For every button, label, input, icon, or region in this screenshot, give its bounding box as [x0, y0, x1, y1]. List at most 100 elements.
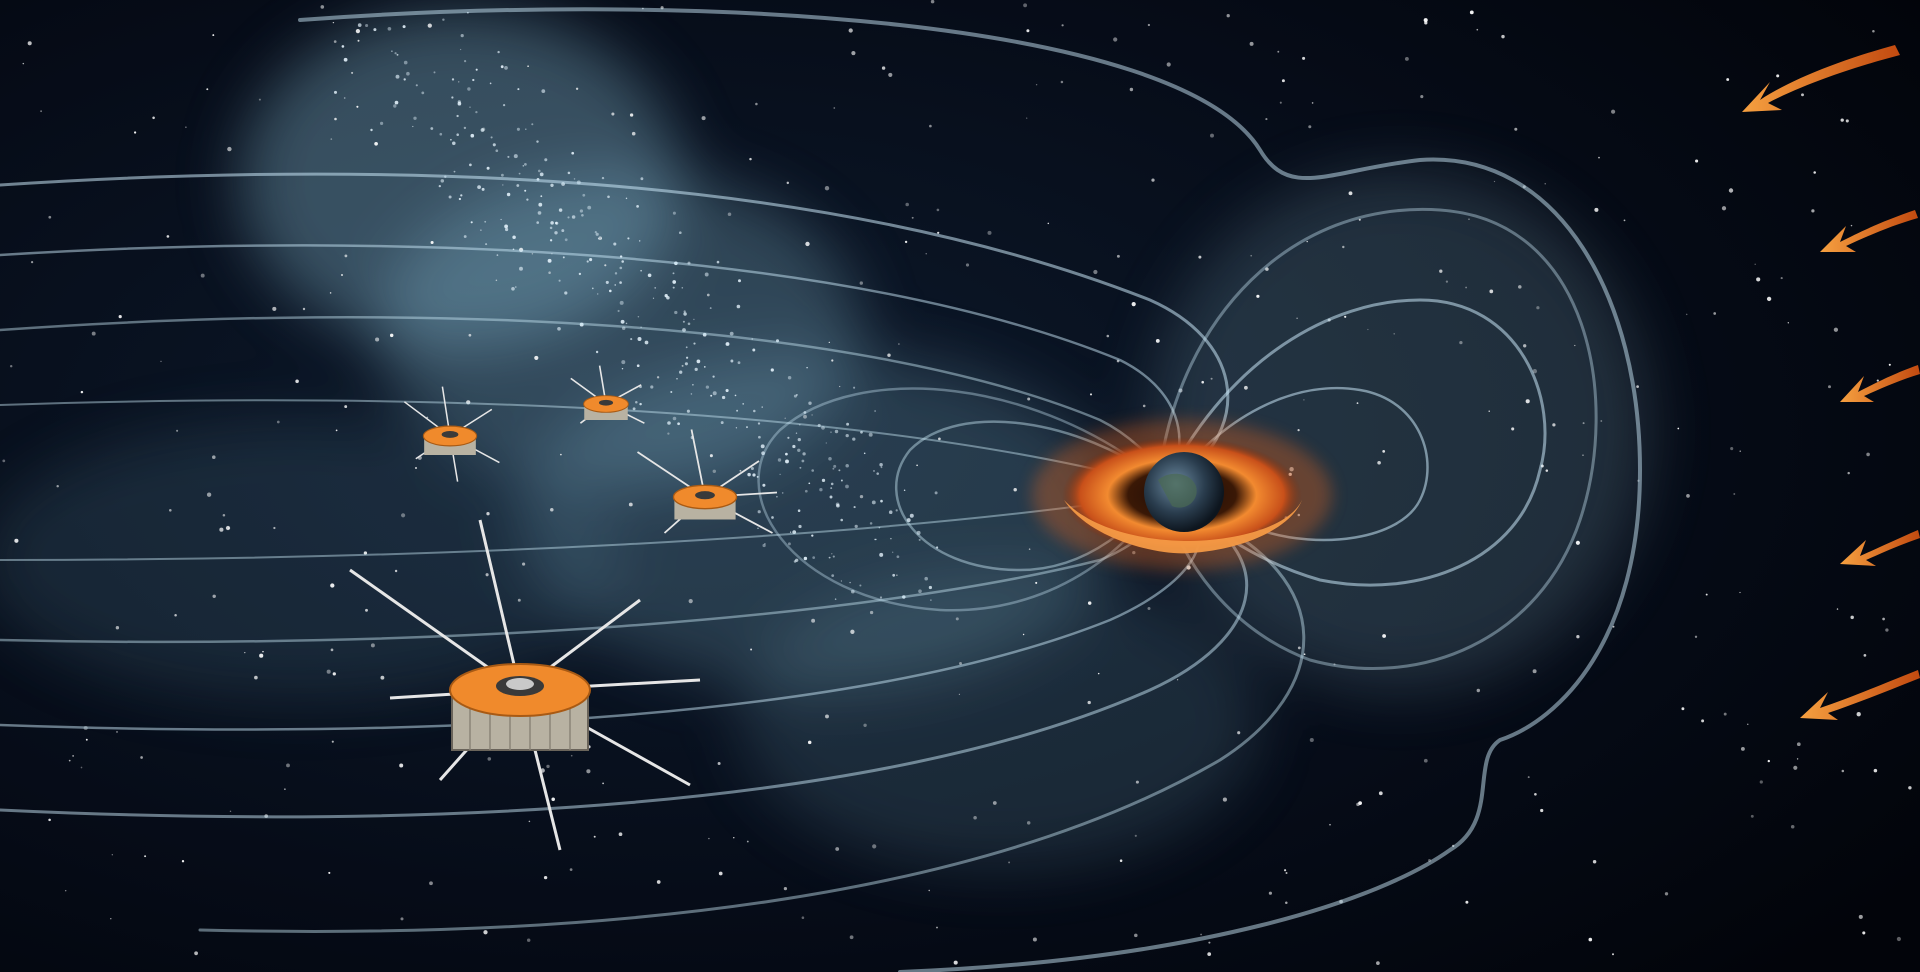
star	[1027, 397, 1031, 401]
star	[1329, 823, 1331, 826]
star	[928, 889, 930, 892]
plasma-particle	[776, 495, 778, 498]
star	[1726, 78, 1730, 81]
plasma-particle	[684, 362, 688, 366]
star	[286, 763, 290, 768]
star	[1013, 487, 1017, 492]
plasma-particle	[792, 530, 797, 534]
plasma-particle	[672, 272, 675, 275]
plasma-particle	[831, 574, 835, 577]
star	[1801, 93, 1804, 97]
star	[831, 359, 834, 362]
plasma-particle	[608, 289, 612, 293]
star	[1268, 891, 1272, 895]
star	[1151, 178, 1155, 182]
star	[1493, 180, 1496, 183]
spacecraft	[637, 429, 778, 534]
plasma-particle	[834, 598, 837, 600]
plasma-particle	[502, 103, 506, 107]
star	[1850, 224, 1853, 227]
plasma-particle	[613, 242, 617, 246]
plasma-particle	[504, 224, 508, 229]
plasma-particle	[878, 526, 881, 529]
star	[783, 886, 788, 891]
plasma-particle	[678, 231, 682, 235]
star	[1308, 125, 1312, 129]
plasma-particle	[515, 286, 517, 288]
plasma-particle	[838, 469, 841, 472]
plasma-particle	[516, 184, 520, 187]
star	[1713, 312, 1717, 315]
plasma-particle	[803, 556, 808, 561]
plasma-particle	[804, 489, 808, 493]
star	[717, 762, 721, 765]
plasma-particle	[880, 499, 883, 503]
star	[1612, 953, 1614, 956]
star	[1256, 294, 1260, 298]
star	[91, 331, 96, 336]
plasma-particle	[903, 489, 906, 491]
plasma-particle	[873, 470, 875, 472]
star	[429, 881, 433, 886]
plasma-particle	[845, 484, 849, 489]
plasma-particle	[475, 68, 478, 71]
plasma-particle	[357, 23, 362, 27]
star	[1636, 385, 1639, 388]
plasma-particle	[738, 279, 741, 283]
star	[1525, 399, 1530, 404]
plasma-particle	[614, 284, 616, 286]
plasma-particle	[541, 89, 546, 93]
star	[1695, 159, 1699, 163]
star	[1201, 380, 1204, 384]
plasma-particle	[692, 384, 694, 386]
plasma-particle	[637, 337, 642, 341]
star	[598, 236, 603, 241]
plasma-particle	[681, 287, 684, 289]
star	[1303, 653, 1306, 656]
plasma-particle	[836, 503, 840, 508]
star	[811, 618, 816, 623]
plasma-particle	[513, 154, 518, 159]
star	[22, 62, 25, 65]
star	[1106, 334, 1110, 338]
plasma-particle	[333, 90, 338, 94]
plasma-particle	[480, 128, 485, 132]
star	[1026, 821, 1031, 825]
star	[1026, 29, 1030, 33]
plasma-particle	[906, 518, 911, 523]
star	[1694, 635, 1698, 638]
star	[1393, 333, 1395, 335]
plasma-particle	[554, 231, 558, 235]
star	[937, 231, 940, 234]
plasma-particle	[672, 416, 677, 421]
star	[1576, 635, 1580, 639]
plasma-particle	[589, 258, 593, 262]
plasma-particle	[394, 52, 397, 55]
plasma-particle	[526, 198, 529, 201]
plasma-particle	[619, 266, 623, 270]
star	[531, 253, 534, 255]
solar-wind-arrow	[1800, 670, 1920, 720]
plasma-particle	[712, 391, 717, 396]
plasma-particle	[830, 487, 833, 490]
star	[1087, 601, 1092, 605]
star	[958, 693, 961, 696]
plasma-particle	[531, 123, 534, 126]
star	[1445, 280, 1449, 283]
star	[604, 264, 607, 267]
star	[1035, 84, 1038, 86]
star	[1885, 628, 1889, 632]
star	[1574, 344, 1576, 347]
plasma-particle	[802, 452, 806, 456]
star	[784, 417, 786, 419]
plasma-particle	[524, 189, 527, 192]
plasma-particle	[892, 551, 894, 553]
star	[586, 769, 591, 774]
star	[1116, 254, 1120, 258]
plasma-particle	[507, 155, 510, 158]
plasma-particle	[536, 140, 539, 143]
plasma-particle	[771, 516, 774, 519]
plasma-particle	[803, 411, 807, 414]
star	[1296, 317, 1298, 319]
plasma-particle	[516, 127, 520, 131]
